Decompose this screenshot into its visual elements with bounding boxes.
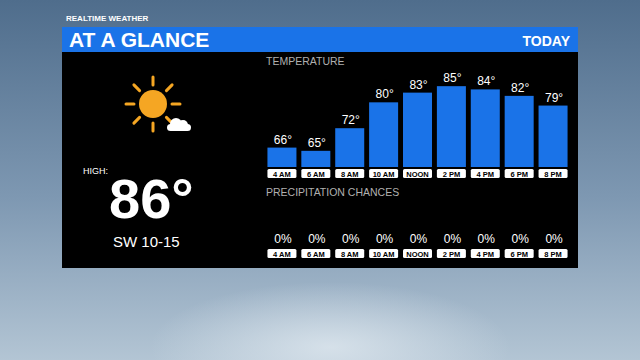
stage: REALTIME WEATHER AT A GLANCE TODAY HIGH:86°… bbox=[0, 0, 640, 360]
bar bbox=[539, 247, 568, 248]
sun-ray bbox=[172, 103, 180, 106]
brand: REALTIME WEATHER bbox=[66, 14, 149, 23]
category-box bbox=[301, 249, 330, 258]
data-label: 0% bbox=[274, 232, 292, 246]
bar bbox=[403, 247, 432, 248]
bar bbox=[335, 247, 364, 248]
cloud-base bbox=[167, 124, 191, 131]
category-label: 4 AM bbox=[273, 250, 291, 259]
category-box bbox=[539, 249, 568, 258]
bar bbox=[301, 247, 330, 248]
sun-ray bbox=[166, 85, 172, 91]
chart-title: PRECIPITATION CHANCES bbox=[266, 186, 399, 198]
category-box bbox=[437, 169, 466, 178]
wind: SW 10-15 bbox=[113, 233, 180, 250]
bar bbox=[539, 106, 568, 167]
data-label: 66° bbox=[274, 133, 292, 147]
category-box bbox=[335, 169, 364, 178]
category-label: NOON bbox=[406, 250, 429, 259]
category-label: 8 AM bbox=[341, 170, 359, 179]
bars bbox=[267, 86, 567, 167]
sun-ray bbox=[134, 117, 140, 123]
sun-ray bbox=[134, 85, 140, 91]
bar bbox=[267, 247, 296, 248]
category-box bbox=[301, 169, 330, 178]
data-label: 0% bbox=[308, 232, 326, 246]
category-box bbox=[369, 249, 398, 258]
bar bbox=[505, 96, 534, 167]
category-box bbox=[267, 249, 296, 258]
category-box bbox=[539, 169, 568, 178]
bar bbox=[267, 148, 296, 167]
category-label: 2 PM bbox=[443, 170, 461, 179]
category-label: 4 PM bbox=[477, 170, 495, 179]
data-label: 0% bbox=[478, 232, 496, 246]
high-label: HIGH: bbox=[83, 166, 108, 176]
sun-ray bbox=[126, 103, 134, 106]
title: AT A GLANCE bbox=[69, 28, 209, 51]
panel bbox=[62, 52, 578, 268]
category-label: 4 AM bbox=[273, 170, 291, 179]
graphic: REALTIME WEATHER AT A GLANCE TODAY HIGH:86°… bbox=[0, 0, 640, 360]
data-label: 80° bbox=[376, 87, 394, 101]
data-label: 0% bbox=[410, 232, 428, 246]
data-label: 82° bbox=[511, 81, 529, 95]
data-label: 0% bbox=[376, 232, 394, 246]
sun-ray bbox=[152, 77, 155, 85]
bar bbox=[437, 247, 466, 248]
category-box bbox=[471, 169, 500, 178]
high-value: 86° bbox=[109, 167, 194, 230]
data-label: 83° bbox=[409, 78, 427, 92]
category-label: 6 AM bbox=[307, 170, 325, 179]
bar bbox=[471, 247, 500, 248]
data-label: 85° bbox=[443, 71, 461, 85]
bar bbox=[369, 247, 398, 248]
weather-icon bbox=[126, 77, 191, 132]
category-label: 8 PM bbox=[544, 250, 562, 259]
category-box bbox=[471, 249, 500, 258]
category-label: 10 AM bbox=[373, 170, 395, 179]
chart-title: TEMPERATURE bbox=[266, 55, 345, 67]
bar bbox=[403, 93, 432, 167]
bar bbox=[505, 247, 534, 248]
bar bbox=[301, 151, 330, 167]
background bbox=[0, 0, 640, 360]
category-box bbox=[335, 249, 364, 258]
chart: PRECIPITATION CHANCES 0% 0% 0% 0% 0% 0% 0% 0% 0% 4… bbox=[266, 186, 568, 259]
sun-ray bbox=[152, 123, 155, 131]
data-label: 65° bbox=[308, 136, 326, 150]
category-label: NOON bbox=[406, 170, 429, 179]
data-label: 0% bbox=[444, 232, 462, 246]
category-box bbox=[267, 169, 296, 178]
bar bbox=[471, 89, 500, 167]
category-label: 4 PM bbox=[477, 250, 495, 259]
category-label: 6 PM bbox=[510, 170, 528, 179]
header-bar bbox=[62, 27, 578, 52]
bar bbox=[437, 86, 466, 167]
category-box bbox=[437, 249, 466, 258]
category-label: 10 AM bbox=[373, 250, 395, 259]
data-label: 0% bbox=[545, 232, 563, 246]
chart: TEMPERATURE 66° 65° 72° 80° 83° 85° 84° 82° 79° 4 … bbox=[266, 55, 568, 179]
data-label: 84° bbox=[477, 74, 495, 88]
category-label: 8 PM bbox=[544, 170, 562, 179]
category-label: 8 AM bbox=[341, 250, 359, 259]
category-box bbox=[505, 249, 534, 258]
period: TODAY bbox=[523, 33, 571, 49]
category-box bbox=[403, 169, 432, 178]
data-label: 0% bbox=[511, 232, 529, 246]
bar bbox=[369, 102, 398, 167]
category-box bbox=[505, 169, 534, 178]
sun bbox=[139, 90, 167, 118]
category-box bbox=[369, 169, 398, 178]
bar bbox=[335, 128, 364, 167]
data-label: 0% bbox=[342, 232, 360, 246]
category-box bbox=[403, 249, 432, 258]
category-label: 6 AM bbox=[307, 250, 325, 259]
data-label: 79° bbox=[545, 91, 563, 105]
category-label: 6 PM bbox=[510, 250, 528, 259]
category-label: 2 PM bbox=[443, 250, 461, 259]
data-label: 72° bbox=[342, 113, 360, 127]
